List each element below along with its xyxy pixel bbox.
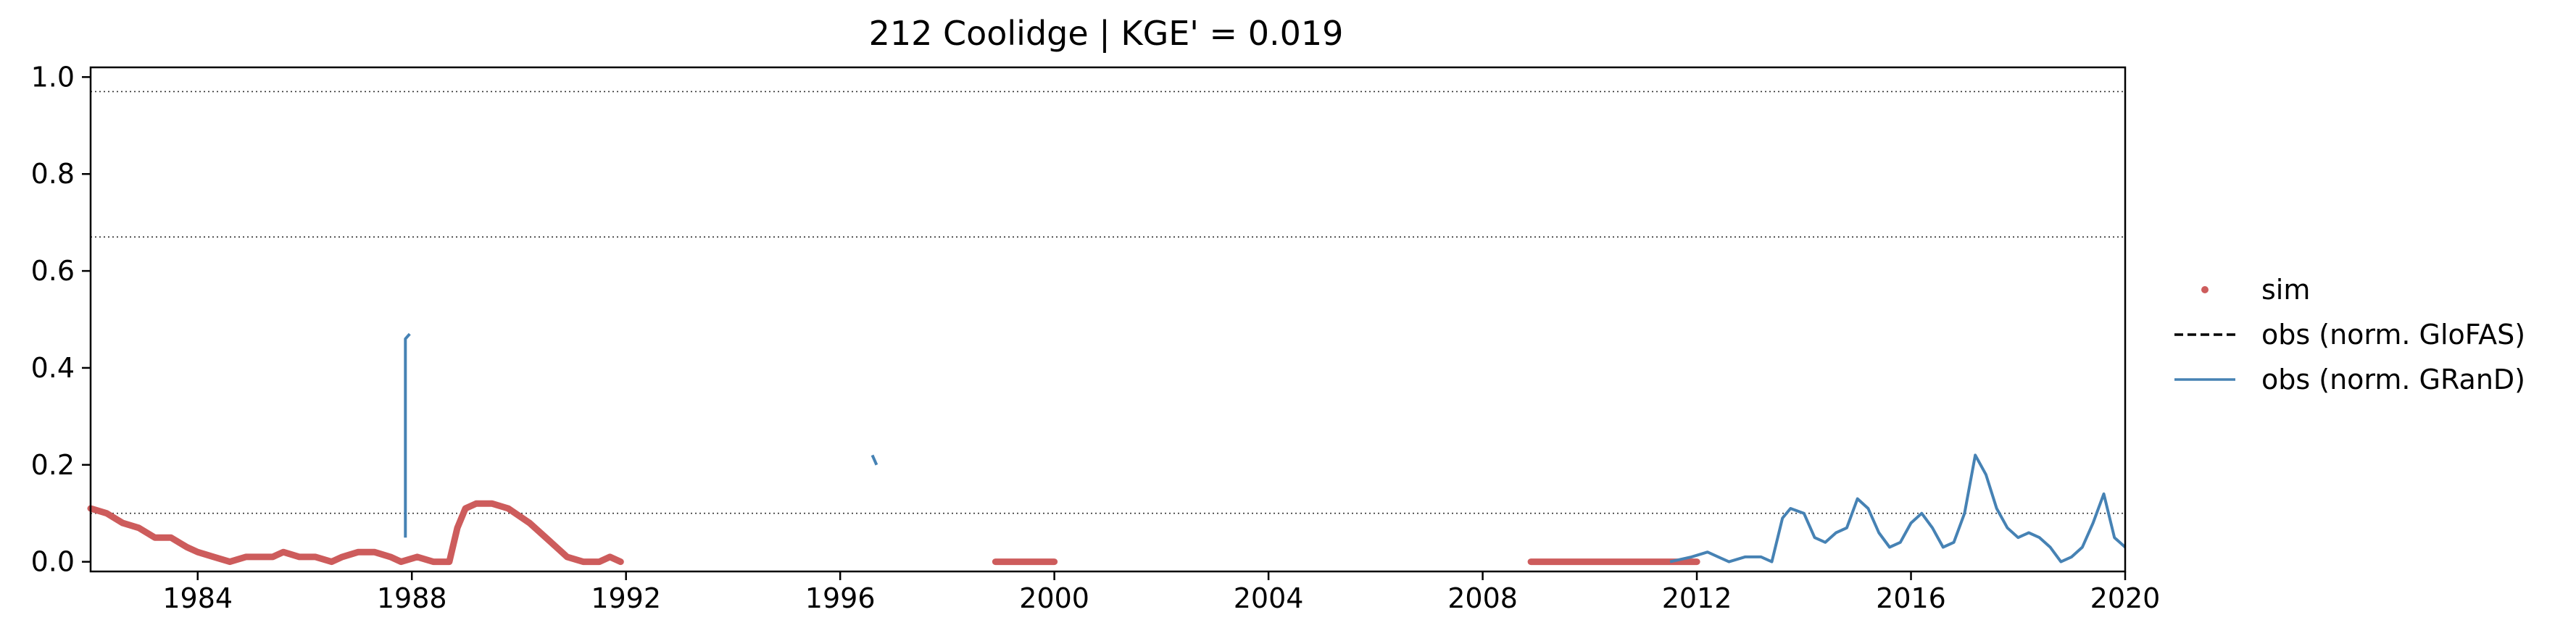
x-tick-label: 2016	[1876, 582, 1946, 614]
y-tick-label: 0.4	[31, 352, 75, 384]
x-tick-label: 2008	[1447, 582, 1518, 614]
plot-frame	[89, 66, 2127, 573]
y-tick-label: 0.0	[31, 546, 75, 578]
y-tick-label: 0.2	[31, 449, 75, 481]
obs-grand-series-line	[871, 454, 878, 466]
x-tick-label: 2000	[1019, 582, 1089, 614]
y-tick-label: 1.0	[31, 61, 75, 93]
x-tick-label: 1984	[162, 582, 233, 614]
legend: sim obs (norm. GloFAS) obs (norm. GRanD)	[2174, 274, 2525, 395]
x-tick-label: 2020	[2090, 582, 2161, 614]
legend-label: obs (norm. GloFAS)	[2261, 319, 2525, 351]
x-axis: 1984 1988 1992 1996 2000 2004 2008 2012 2016 2020	[162, 571, 2160, 614]
x-tick-label: 1996	[805, 582, 876, 614]
series-layer	[87, 332, 2127, 566]
x-tick-label: 2012	[1662, 582, 1732, 614]
obs-grand-series-line	[404, 332, 411, 538]
y-axis: 0.0 0.2 0.4 0.6 0.8 1.0	[31, 61, 91, 578]
x-tick-label: 1988	[377, 582, 447, 614]
x-tick-label: 2004	[1234, 582, 1304, 614]
legend-label: sim	[2261, 274, 2310, 306]
sim-series-line	[87, 500, 624, 566]
reference-lines	[91, 91, 2125, 514]
x-tick-label: 1992	[591, 582, 661, 614]
y-tick-label: 0.8	[31, 158, 75, 190]
legend-marker-sim	[2201, 286, 2209, 293]
chart-title: 212 Coolidge | KGE' = 0.019	[869, 14, 1344, 54]
legend-label: obs (norm. GRanD)	[2261, 364, 2525, 395]
obs-grand-series-line	[1669, 453, 2127, 564]
y-tick-label: 0.6	[31, 255, 75, 287]
